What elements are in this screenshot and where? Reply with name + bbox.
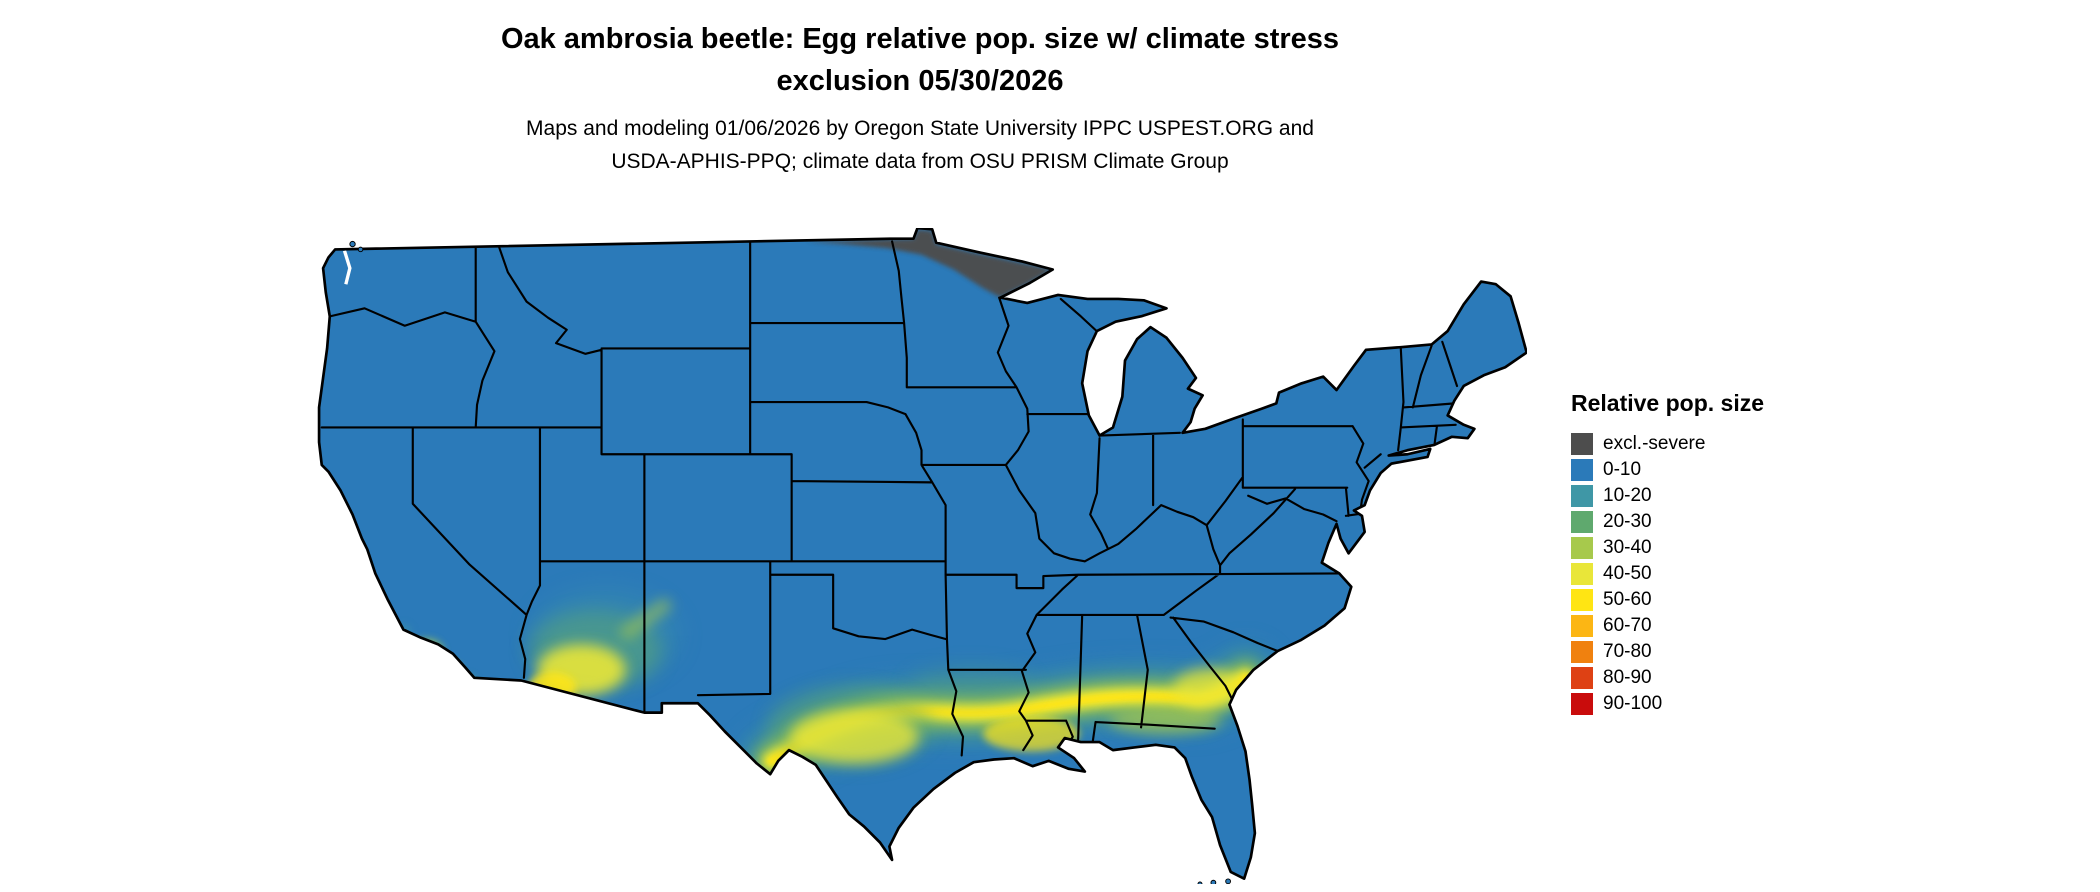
legend-row: 20-30 bbox=[1571, 509, 1764, 535]
legend-swatch bbox=[1571, 615, 1593, 637]
legend-title: Relative pop. size bbox=[1571, 390, 1765, 416]
legend-row: 30-40 bbox=[1571, 535, 1764, 561]
legend-swatch bbox=[1571, 589, 1593, 611]
legend-row: 60-70 bbox=[1571, 613, 1764, 639]
legend-label: 10-20 bbox=[1603, 485, 1652, 506]
legend-swatch bbox=[1571, 459, 1593, 481]
map-subtitle-line2: USDA-APHIS-PPQ; climate data from OSU PR… bbox=[611, 150, 1229, 173]
legend-swatch bbox=[1571, 511, 1593, 533]
overlay-blob-texas-yellow bbox=[790, 709, 919, 764]
island-dot bbox=[1210, 879, 1217, 884]
overlay-blob-north-florida bbox=[1108, 707, 1222, 735]
island-dot bbox=[1197, 881, 1203, 884]
legend-label: 70-80 bbox=[1603, 641, 1652, 662]
state-boundaries bbox=[320, 240, 1459, 757]
island-dot bbox=[1225, 878, 1231, 884]
map-subtitle: Maps and modeling 01/06/2026 by Oregon S… bbox=[501, 112, 1339, 178]
map-title-line2: exclusion 05/30/2026 bbox=[776, 65, 1064, 97]
legend: Relative pop. size excl.-severe 0-10 10-… bbox=[1571, 390, 1764, 717]
legend-row: 70-80 bbox=[1571, 639, 1764, 665]
legend-swatch bbox=[1571, 693, 1593, 715]
islands bbox=[349, 240, 1231, 884]
legend-items: excl.-severe 0-10 10-20 20-30 30-40 40-5… bbox=[1571, 431, 1764, 717]
us-land-fill bbox=[319, 228, 1527, 879]
legend-label: 30-40 bbox=[1603, 537, 1652, 558]
legend-row: 50-60 bbox=[1571, 587, 1764, 613]
legend-swatch bbox=[1571, 485, 1593, 507]
overlay-streak-mogollon bbox=[620, 598, 672, 640]
map-title-line1: Oak ambrosia beetle: Egg relative pop. s… bbox=[500, 23, 1340, 55]
legend-label: 60-70 bbox=[1603, 615, 1652, 636]
overlay-blob-socal-yellow bbox=[431, 661, 461, 681]
legend-row: 80-90 bbox=[1571, 665, 1764, 691]
island-dot bbox=[349, 240, 356, 248]
legend-swatch bbox=[1571, 433, 1593, 455]
legend-label: 0-10 bbox=[1603, 459, 1642, 480]
excluded-severe-region bbox=[806, 229, 1053, 298]
population-overlays bbox=[320, 229, 1459, 793]
legend-label: 40-50 bbox=[1603, 563, 1652, 584]
legend-swatch bbox=[1571, 667, 1593, 689]
legend-label: 50-60 bbox=[1603, 589, 1652, 610]
legend-row: 0-10 bbox=[1571, 457, 1764, 483]
us-map bbox=[308, 228, 1527, 884]
island-dot bbox=[357, 246, 364, 253]
overlay-blob-arkansas-fringe bbox=[910, 669, 1032, 702]
legend-row: 40-50 bbox=[1571, 561, 1764, 587]
us-map-svg bbox=[317, 228, 1527, 884]
legend-label: 80-90 bbox=[1603, 667, 1652, 688]
map-header: Oak ambrosia beetle: Egg relative pop. s… bbox=[501, 18, 1339, 178]
legend-label: 90-100 bbox=[1603, 693, 1663, 714]
legend-row: excl.-severe bbox=[1571, 431, 1764, 457]
legend-swatch bbox=[1571, 641, 1593, 663]
puget-sound-water bbox=[342, 250, 352, 285]
overlay-blob-georgia bbox=[1173, 668, 1243, 709]
map-subtitle-line1: Maps and modeling 01/06/2026 by Oregon S… bbox=[526, 117, 1314, 140]
legend-label: excl.-severe bbox=[1603, 433, 1706, 454]
legend-swatch bbox=[1571, 537, 1593, 559]
legend-row: 10-20 bbox=[1571, 483, 1764, 509]
legend-row: 90-100 bbox=[1571, 691, 1764, 717]
legend-swatch bbox=[1571, 563, 1593, 585]
legend-label: 20-30 bbox=[1603, 511, 1652, 532]
overlay-blob-socal-yellowgreen bbox=[408, 639, 444, 664]
